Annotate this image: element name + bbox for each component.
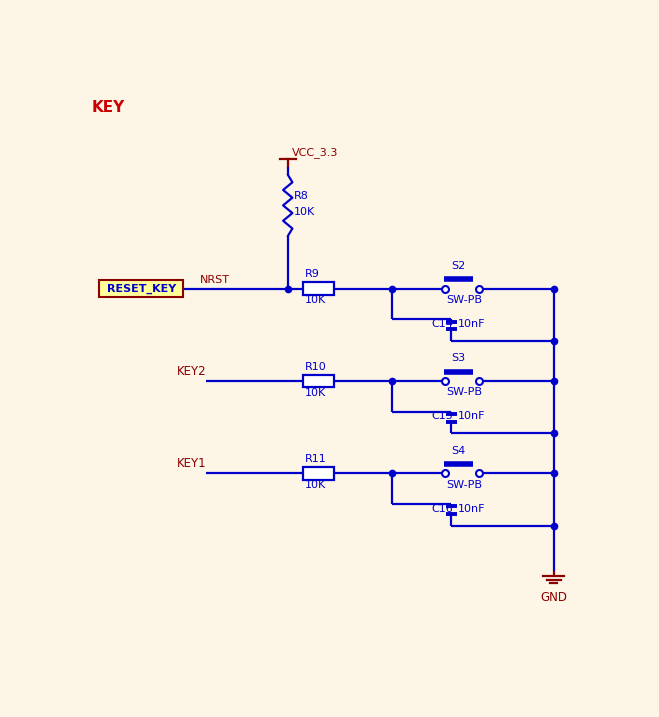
Text: 10K: 10K xyxy=(294,207,315,217)
Text: VCC_3.3: VCC_3.3 xyxy=(292,147,338,158)
Text: SW-PB: SW-PB xyxy=(447,387,482,397)
Text: S3: S3 xyxy=(451,353,465,364)
Text: S2: S2 xyxy=(451,261,465,271)
Text: KEY1: KEY1 xyxy=(177,457,206,470)
Bar xyxy=(303,467,334,480)
Text: 10nF: 10nF xyxy=(457,412,485,422)
Text: R10: R10 xyxy=(305,361,327,371)
Text: 10nF: 10nF xyxy=(457,319,485,329)
Text: GND: GND xyxy=(540,591,567,604)
Text: R8: R8 xyxy=(294,191,309,201)
Bar xyxy=(100,280,183,297)
Text: SW-PB: SW-PB xyxy=(447,295,482,305)
Text: KEY: KEY xyxy=(92,100,125,115)
Text: KEY2: KEY2 xyxy=(177,365,206,378)
Text: 10K: 10K xyxy=(305,480,326,490)
Text: 10K: 10K xyxy=(305,295,326,305)
Text: 10K: 10K xyxy=(305,388,326,398)
Text: C15: C15 xyxy=(431,412,453,422)
Text: R9: R9 xyxy=(305,270,320,280)
Text: C16: C16 xyxy=(431,504,453,514)
Bar xyxy=(303,375,334,387)
Text: C14: C14 xyxy=(431,319,453,329)
Text: SW-PB: SW-PB xyxy=(447,480,482,490)
Text: S4: S4 xyxy=(451,446,465,455)
Text: R11: R11 xyxy=(305,454,327,464)
Text: NRST: NRST xyxy=(200,275,230,285)
Text: RESET_KEY: RESET_KEY xyxy=(107,283,176,294)
Text: 10nF: 10nF xyxy=(457,504,485,514)
Bar xyxy=(303,282,334,295)
